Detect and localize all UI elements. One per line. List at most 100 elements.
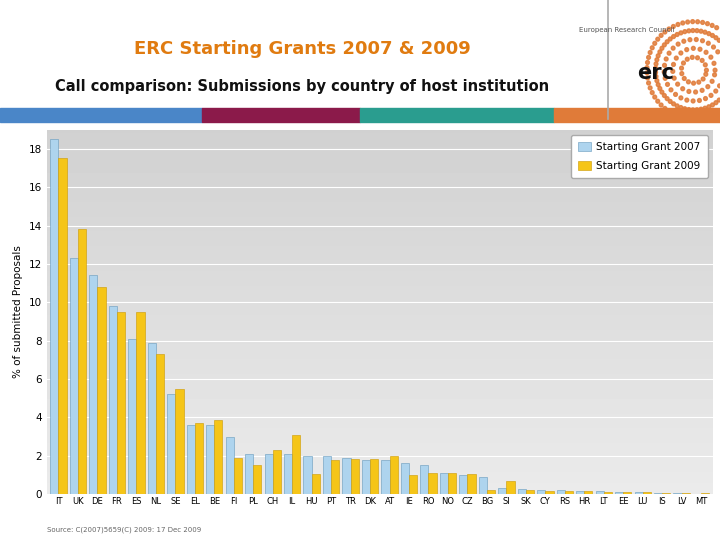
Bar (331, 460, 339, 494)
Circle shape (660, 46, 664, 50)
Bar (487, 490, 495, 494)
Bar (643, 492, 651, 494)
Circle shape (672, 63, 675, 66)
Bar (206, 425, 215, 494)
Circle shape (662, 63, 667, 68)
Circle shape (650, 91, 654, 94)
Circle shape (706, 115, 709, 119)
Circle shape (667, 110, 671, 113)
Circle shape (654, 75, 658, 78)
Circle shape (704, 50, 708, 54)
Bar (148, 342, 156, 494)
Circle shape (709, 93, 713, 97)
Circle shape (704, 72, 708, 76)
Circle shape (645, 71, 649, 75)
Circle shape (699, 29, 703, 33)
Circle shape (665, 57, 668, 61)
Circle shape (682, 61, 685, 65)
Circle shape (691, 29, 695, 32)
Bar (564, 491, 573, 494)
Text: Call comparison: Submissions by country of host institution: Call comparison: Submissions by country … (55, 79, 549, 94)
Circle shape (669, 88, 673, 92)
Bar (234, 458, 242, 494)
Circle shape (706, 85, 710, 89)
Circle shape (646, 76, 649, 80)
Circle shape (683, 30, 687, 33)
Circle shape (690, 56, 694, 59)
Circle shape (675, 56, 678, 60)
Text: Source: C(2007)5659(C) 2009: 17 Dec 2009: Source: C(2007)5659(C) 2009: 17 Dec 2009 (47, 527, 201, 534)
Circle shape (647, 56, 650, 59)
Bar (576, 491, 584, 494)
Circle shape (671, 70, 675, 73)
Circle shape (655, 58, 659, 62)
Circle shape (695, 108, 699, 112)
Circle shape (711, 45, 716, 49)
Circle shape (676, 114, 680, 118)
Circle shape (707, 105, 711, 109)
Circle shape (693, 90, 698, 94)
Bar (284, 454, 292, 494)
Circle shape (676, 23, 680, 26)
Bar (225, 436, 234, 494)
Circle shape (711, 33, 714, 37)
Circle shape (672, 76, 676, 80)
Circle shape (657, 83, 660, 86)
Circle shape (697, 80, 701, 84)
Circle shape (648, 51, 652, 55)
Circle shape (676, 42, 680, 46)
Circle shape (656, 99, 660, 103)
Circle shape (701, 58, 704, 63)
Circle shape (654, 66, 657, 70)
Bar (390, 456, 397, 494)
Circle shape (645, 66, 649, 70)
Circle shape (706, 22, 709, 25)
Circle shape (698, 48, 702, 51)
Circle shape (667, 27, 671, 31)
Circle shape (717, 98, 720, 102)
Bar (264, 454, 273, 494)
Circle shape (674, 92, 678, 96)
Bar (701, 493, 709, 494)
Circle shape (665, 40, 669, 44)
Circle shape (663, 106, 667, 110)
Circle shape (685, 20, 690, 24)
Circle shape (690, 19, 695, 24)
Circle shape (695, 29, 699, 32)
Bar (467, 474, 476, 494)
Circle shape (685, 117, 690, 120)
Circle shape (671, 46, 675, 50)
Circle shape (698, 98, 701, 103)
Bar (440, 473, 448, 494)
Circle shape (682, 39, 685, 43)
Circle shape (691, 99, 695, 103)
Circle shape (679, 96, 683, 100)
Circle shape (655, 79, 659, 83)
Circle shape (660, 103, 663, 107)
Circle shape (665, 97, 669, 100)
Circle shape (711, 23, 714, 28)
Bar (682, 493, 690, 494)
Text: erc: erc (636, 63, 674, 84)
Bar (615, 492, 624, 494)
Circle shape (696, 20, 700, 24)
Circle shape (706, 42, 710, 45)
Circle shape (699, 107, 703, 111)
Bar (506, 481, 515, 494)
Circle shape (663, 76, 667, 80)
Circle shape (687, 80, 690, 84)
Bar (479, 477, 487, 494)
Circle shape (701, 116, 704, 120)
Circle shape (660, 33, 663, 37)
Circle shape (679, 106, 683, 110)
Circle shape (648, 86, 652, 90)
Bar (97, 287, 106, 494)
Circle shape (672, 112, 675, 116)
Bar (604, 492, 612, 494)
Bar (215, 420, 222, 494)
Circle shape (687, 29, 690, 33)
Circle shape (681, 21, 685, 25)
Bar (545, 491, 554, 494)
Circle shape (709, 55, 713, 59)
Circle shape (679, 31, 683, 35)
